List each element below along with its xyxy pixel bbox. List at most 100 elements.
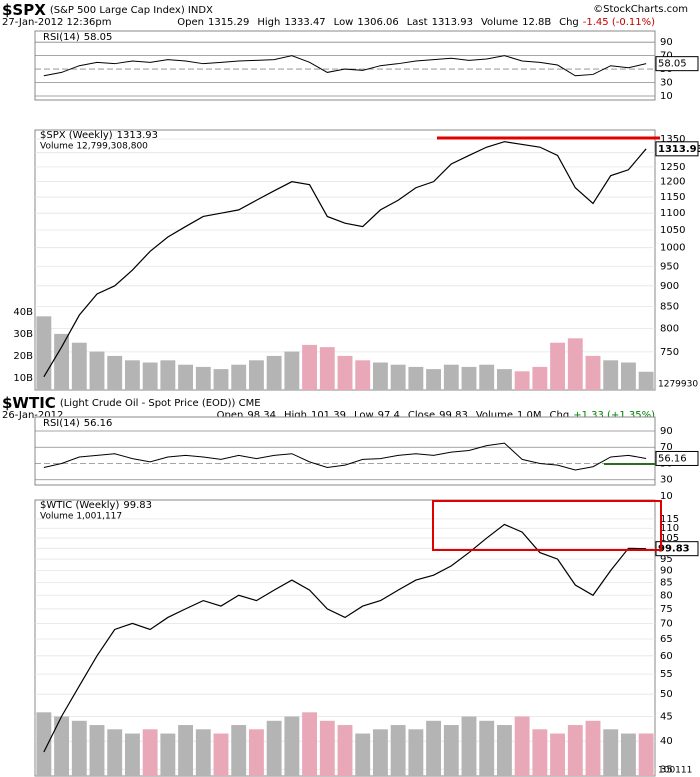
volume-bar (266, 720, 282, 776)
volume-bar (213, 733, 229, 776)
volume-tick-label: 20B (13, 351, 33, 362)
quote-value: 1306.06 (357, 17, 398, 28)
price-tick-label: 50 (660, 689, 673, 700)
quote-label: Chg (559, 17, 579, 28)
rsi-last: 58.05 (84, 32, 113, 43)
rsi-tag: 56.16 (658, 453, 687, 464)
price-tag: 1313.93 (658, 144, 700, 155)
volume-bar (567, 338, 583, 390)
price-tag-box (655, 141, 699, 157)
quote-label: Close (408, 410, 435, 421)
watermark: ©StockCharts.com (593, 4, 688, 15)
price-tick-label: 1200 (660, 177, 685, 188)
volume-bar (461, 716, 477, 776)
volume-bar (603, 360, 619, 390)
volume-bar (337, 355, 353, 390)
volume-bar (36, 316, 52, 390)
rsi-tick-label: 10 (660, 91, 673, 102)
volume-bar (195, 366, 211, 390)
volume-bar (620, 362, 636, 390)
price-tag: 99.83 (658, 544, 690, 555)
price-label: $WTIC (Weekly) 99.83 (40, 500, 152, 511)
price-tick-label: 55 (660, 669, 673, 680)
quote-value: 12.8B (522, 17, 551, 28)
rsi-panel (34, 30, 656, 101)
volume-bar (124, 360, 140, 390)
volume-bar (302, 344, 318, 390)
volume-bar (620, 733, 636, 776)
price-name: $SPX (Weekly) (40, 130, 113, 141)
quote-value: 1.0M (517, 410, 542, 421)
volume-bar (550, 342, 566, 390)
volume-bar (160, 733, 176, 776)
quote-label: Volume (481, 17, 518, 28)
price-tick-label: 95 (660, 554, 673, 565)
rsi-tick-label: 30 (660, 475, 673, 486)
volume-bar (408, 729, 424, 776)
price-tick-label: 1100 (660, 208, 685, 219)
quote-label: Low (334, 17, 354, 28)
price-tick-label: 800 (660, 323, 679, 334)
quote-value: -1.45 (-0.11%) (583, 17, 655, 28)
subtitle: (Light Crude Oil - Spot Price (EOD)) CME (60, 398, 261, 409)
price-label: $SPX (Weekly) 1313.93 (40, 130, 158, 141)
chart-title: $WTIC (Light Crude Oil - Spot Price (EOD)… (2, 394, 261, 412)
quote-value: 1315.29 (208, 17, 249, 28)
volume-bar (266, 355, 282, 390)
volume-bar (479, 720, 495, 776)
price-tick-label: 75 (660, 604, 673, 615)
volume-bar (89, 725, 105, 776)
volume-bar (89, 351, 105, 390)
volume-bar (319, 720, 335, 776)
subtitle: (S&P 500 Large Cap Index) INDX (50, 5, 213, 16)
rsi-line (43, 55, 647, 77)
volume-bar (124, 733, 140, 776)
quote-label: Chg (550, 410, 570, 421)
quote: Open 1315.29 High 1333.47 Low 1306.06 Last 1313… (177, 17, 655, 28)
volume-bar (178, 364, 194, 390)
volume-bar (195, 729, 211, 776)
volume-bar (532, 366, 548, 390)
quote: Open 98.34 High 101.39 Low 97.4 Close 99.83 Volu… (217, 410, 655, 421)
rsi-tag-box (655, 56, 699, 72)
chart-title: $SPX (S&P 500 Large Cap Index) INDX (2, 1, 213, 19)
volume-tag: 100111 (658, 766, 692, 776)
volume-bar (426, 369, 442, 390)
rsi-name: RSI(14) (43, 32, 80, 43)
annotations (432, 136, 662, 551)
volume-bar (496, 369, 512, 390)
price-tick-label: 70 (660, 618, 673, 629)
price-tick-label: 1250 (660, 162, 685, 173)
rsi-tick-label: 10 (660, 491, 673, 502)
volume-bar (231, 364, 247, 390)
volume-bar (496, 725, 512, 776)
volume-bar (638, 371, 654, 390)
volume-bar (248, 360, 264, 390)
rsi-label: RSI(14) 56.16 (43, 418, 112, 429)
rsi-label: RSI(14) 58.05 (43, 32, 112, 43)
rsi-name: RSI(14) (43, 418, 80, 429)
volume-bar (107, 355, 123, 390)
price-tick-label: 35 (660, 764, 673, 775)
volume-bar (567, 725, 583, 776)
volume-bar (638, 733, 654, 776)
volume-tick-label: 30B (13, 329, 33, 340)
volume-bar (355, 360, 371, 390)
volume-bar (479, 364, 495, 390)
rsi-last: 56.16 (84, 418, 113, 429)
rsi-tag-box (655, 450, 699, 466)
volume-tag: 1279930 (658, 380, 698, 390)
volume-bar (54, 716, 70, 776)
price-tick-label: 85 (660, 578, 673, 589)
volume-bar (213, 369, 229, 390)
price-tick-label: 80 (660, 590, 673, 601)
volume-bar (408, 366, 424, 390)
volume-bar (71, 720, 87, 776)
price-name: $WTIC (Weekly) (40, 500, 119, 511)
volume-bar (443, 364, 459, 390)
volume-bar (284, 351, 300, 390)
rsi-tag: 58.05 (658, 59, 687, 70)
quote-label: Open (217, 410, 244, 421)
date: 27-Jan-2012 12:36pm (2, 17, 111, 28)
